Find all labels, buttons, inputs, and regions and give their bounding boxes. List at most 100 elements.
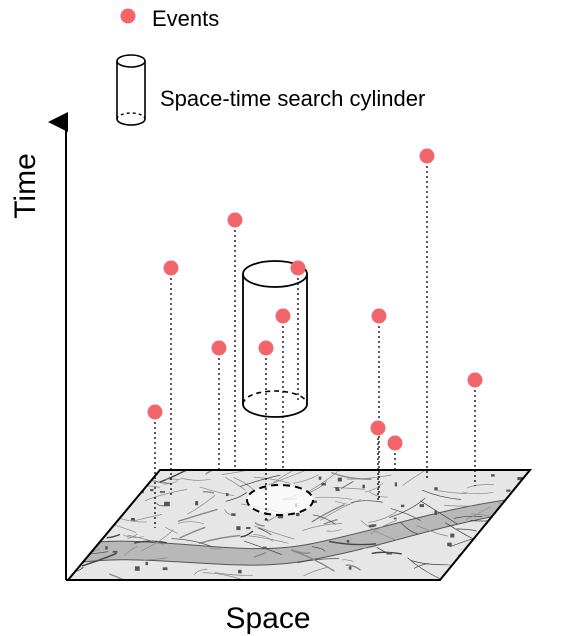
map-street bbox=[198, 534, 241, 545]
map-street bbox=[253, 476, 291, 484]
map-street bbox=[529, 497, 530, 504]
map-street bbox=[163, 479, 178, 485]
event-point bbox=[290, 260, 306, 276]
map-street bbox=[364, 482, 384, 493]
map-building bbox=[318, 476, 322, 480]
map-building bbox=[145, 561, 148, 566]
map-building bbox=[236, 526, 241, 531]
map-street bbox=[416, 525, 449, 537]
event-point bbox=[275, 308, 291, 324]
map-building bbox=[134, 566, 140, 571]
map-street bbox=[462, 491, 494, 495]
map-street bbox=[253, 534, 274, 542]
map-street bbox=[311, 546, 326, 552]
map-building bbox=[506, 559, 509, 564]
event-point bbox=[387, 435, 403, 451]
map-street bbox=[199, 486, 235, 497]
map-building bbox=[246, 527, 251, 530]
space-axis-label: Space bbox=[225, 602, 310, 635]
map-building bbox=[479, 544, 485, 547]
event-point bbox=[370, 420, 386, 436]
map-building bbox=[434, 510, 437, 515]
map-building bbox=[226, 493, 229, 497]
map-building bbox=[447, 542, 452, 547]
map-street bbox=[497, 549, 509, 555]
map-building bbox=[321, 482, 326, 486]
map-building bbox=[491, 474, 495, 477]
map-building bbox=[510, 538, 515, 541]
map-building bbox=[394, 482, 397, 487]
map-street bbox=[293, 474, 319, 484]
map-street bbox=[389, 497, 426, 518]
map-street bbox=[509, 497, 520, 501]
map-street bbox=[346, 474, 392, 480]
map-street bbox=[214, 572, 253, 576]
map-building bbox=[362, 484, 365, 489]
map-building bbox=[112, 550, 118, 553]
map-street bbox=[525, 529, 530, 544]
legend-events-label: Events bbox=[152, 6, 219, 31]
map-building bbox=[434, 487, 438, 490]
map-street bbox=[123, 534, 144, 538]
map-street bbox=[177, 521, 204, 525]
map-building bbox=[400, 504, 405, 508]
map-street bbox=[240, 530, 254, 538]
map-street bbox=[312, 514, 336, 525]
map-street bbox=[180, 477, 211, 481]
map-building bbox=[296, 512, 300, 517]
map-street bbox=[135, 479, 150, 482]
time-axis-label: Time bbox=[9, 153, 42, 219]
map-street bbox=[345, 564, 361, 571]
map-street bbox=[202, 572, 248, 580]
map-street bbox=[407, 557, 448, 580]
map-street bbox=[402, 470, 440, 486]
map-street bbox=[134, 540, 167, 544]
search-cylinder bbox=[242, 260, 314, 516]
map-street bbox=[225, 491, 247, 502]
map-street bbox=[159, 470, 199, 483]
map-building bbox=[506, 489, 511, 492]
map-street bbox=[514, 515, 530, 522]
map-street bbox=[68, 516, 97, 529]
cylinder-footprint bbox=[246, 484, 314, 516]
map-street bbox=[127, 477, 144, 481]
map-building bbox=[130, 518, 135, 521]
legend-event-marker bbox=[120, 8, 136, 24]
event-point bbox=[467, 372, 483, 388]
map-street bbox=[420, 500, 458, 525]
map-building bbox=[516, 567, 521, 571]
map-street bbox=[351, 500, 383, 504]
map-building bbox=[503, 519, 510, 521]
map-street bbox=[331, 471, 372, 480]
map-building bbox=[371, 524, 377, 527]
map-street bbox=[205, 470, 236, 475]
map-street bbox=[371, 551, 402, 555]
map-street bbox=[335, 500, 351, 506]
map-building bbox=[93, 496, 100, 498]
map-building bbox=[348, 566, 352, 570]
map-street bbox=[508, 559, 530, 562]
map-street bbox=[254, 525, 295, 540]
map-building bbox=[517, 477, 523, 481]
map-street bbox=[243, 540, 282, 555]
map-street bbox=[77, 482, 89, 491]
map-street bbox=[421, 489, 462, 500]
map-street bbox=[323, 518, 338, 525]
map-street bbox=[81, 552, 117, 567]
map-street bbox=[521, 564, 530, 577]
map-street bbox=[370, 519, 397, 535]
map-street bbox=[221, 470, 255, 475]
map-building bbox=[105, 494, 108, 497]
map-plane bbox=[65, 469, 533, 581]
map-street bbox=[143, 557, 168, 561]
map-street bbox=[253, 551, 267, 558]
map-street bbox=[413, 563, 430, 569]
map-street bbox=[225, 477, 246, 491]
event-point bbox=[163, 260, 179, 276]
map-street bbox=[68, 542, 80, 547]
map-building bbox=[450, 533, 455, 538]
map-street bbox=[133, 514, 163, 522]
map-street bbox=[342, 559, 354, 562]
map-building bbox=[263, 546, 267, 549]
